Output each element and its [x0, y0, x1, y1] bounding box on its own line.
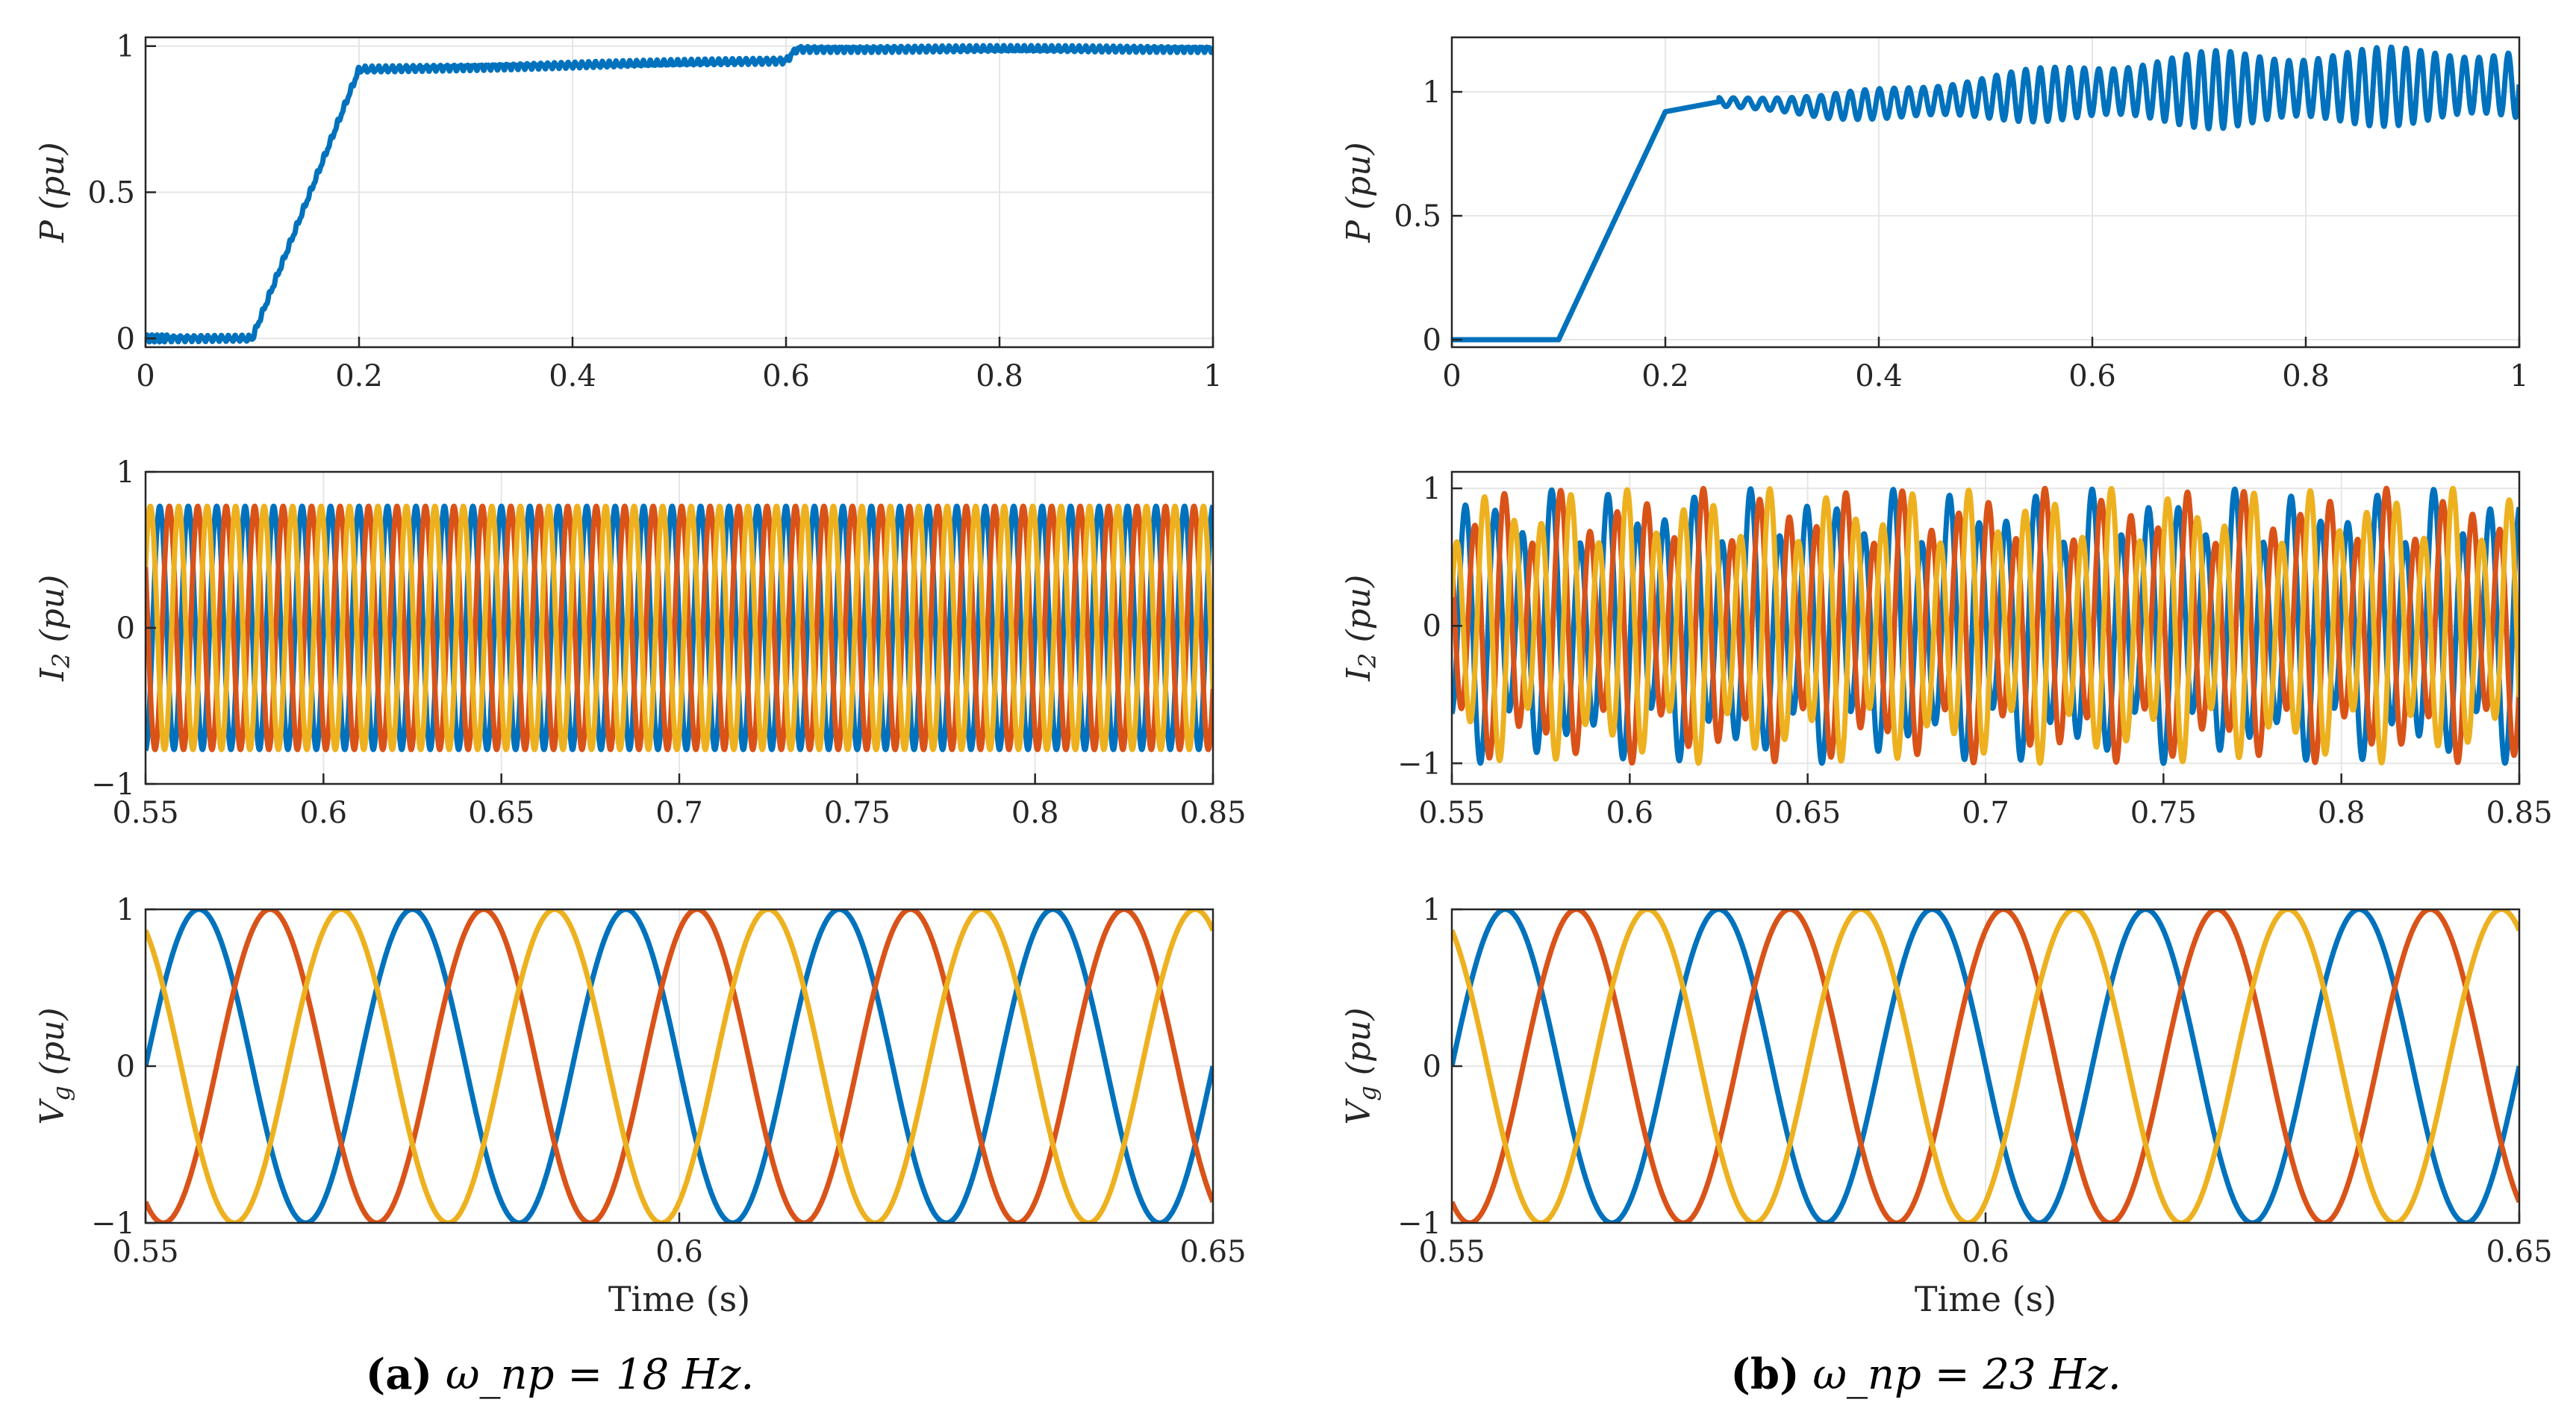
x-tick-label: 0.85 [1179, 796, 1246, 830]
x-tick-label: 0.7 [655, 796, 703, 830]
caption-a-text: ω_np = 18 Hz. [446, 1351, 754, 1399]
y-tick-label: 1 [1423, 75, 1441, 110]
y-axis-label: Vg (pu) [1340, 1007, 1382, 1124]
caption-b: (b) ω_np = 23 Hz. [1730, 1350, 2121, 1399]
x-tick-label: 0.85 [2486, 796, 2552, 830]
x-tick-label: 0.6 [1606, 796, 1654, 830]
y-tick-label: 1 [1423, 472, 1441, 506]
plot-area [146, 909, 1213, 1223]
chart-a-power: 0 0.2 0.4 0.6 0.8 1 0 0.5 1 P (pu) [34, 30, 1223, 393]
x-tick-label: 0.65 [1179, 1235, 1246, 1269]
x-tick-label: 1 [1203, 359, 1222, 393]
y-tick-label: 1 [116, 893, 135, 927]
x-tick-label: 0.4 [1855, 359, 1903, 393]
axes-frame [1450, 36, 2521, 349]
x-tick-label: 0.4 [549, 359, 596, 393]
series-phase-a [146, 909, 1213, 1223]
x-tick-label: 0.65 [2486, 1235, 2552, 1269]
x-tick-label: 0 [1442, 359, 1461, 393]
y-tick-label: 0 [1423, 323, 1441, 358]
y-tick-label: −1 [1397, 747, 1441, 781]
y-tick-label: 0.5 [1394, 199, 1441, 234]
series-phase-a [1452, 486, 2519, 766]
x-tick-label: 0.6 [1962, 1235, 2009, 1269]
plot-area [146, 503, 1213, 753]
svg-text:(b) ω_np = 23 Hz.: (b) ω_np = 23 Hz. [1730, 1350, 2121, 1399]
x-tick-label: 0.2 [335, 359, 383, 393]
y-tick-label: 0 [1423, 609, 1441, 644]
x-tick-label: 0.6 [300, 796, 348, 830]
y-tick-label: 1 [116, 455, 135, 490]
y-tick-label: 1 [116, 30, 135, 64]
x-axis-label: Time (s) [1915, 1279, 2056, 1319]
caption-a: (a) ω_np = 18 Hz. [366, 1350, 754, 1399]
x-tick-label: 0.8 [2282, 359, 2330, 393]
caption-a-letter: (a) [366, 1350, 432, 1399]
y-axis-label: P (pu) [34, 142, 72, 243]
x-tick-label: 0.55 [1418, 1235, 1485, 1269]
x-tick-label: 0.75 [2130, 796, 2197, 830]
y-tick-label: 0 [1423, 1050, 1441, 1084]
y-axis-label: I2 (pu) [34, 575, 75, 682]
y-tick-label: 0 [116, 611, 135, 646]
y-axis-label: I2 (pu) [1340, 575, 1382, 682]
svg-text:(a) ω_np = 18 Hz.: (a) ω_np = 18 Hz. [366, 1350, 754, 1399]
series-phase-c [146, 503, 1213, 753]
x-tick-label: 0.6 [2068, 359, 2116, 393]
series-phase-b [1452, 909, 2519, 1223]
x-tick-label: 0.65 [468, 796, 534, 830]
series-phase-c [146, 909, 1213, 1223]
series-phase-b [146, 503, 1213, 753]
series-phase-c [1452, 909, 2519, 1223]
y-tick-label: 0 [116, 1050, 135, 1084]
x-tick-label: 0.6 [762, 359, 810, 393]
y-tick-label: 0.5 [87, 176, 135, 211]
series-phase-b [146, 909, 1213, 1223]
x-tick-label: 0.7 [1962, 796, 2009, 830]
y-axis-label: P (pu) [1340, 142, 1378, 243]
chart-b-power: 0 0.2 0.4 0.6 0.8 1 0 0.5 1 P (pu) [1340, 36, 2529, 393]
x-tick-label: 0.2 [1641, 359, 1689, 393]
x-tick-label: 0.8 [976, 359, 1023, 393]
series-P [1452, 44, 2519, 343]
chart-b-current: 0.55 0.6 0.65 0.7 0.75 0.8 0.85 −1 0 1 I2 (pu) [1340, 470, 2553, 830]
x-tick-label: 0.65 [1774, 796, 1841, 830]
plot-area [146, 43, 1213, 345]
plot-area [1452, 909, 2519, 1223]
x-tick-label: 0.8 [2318, 796, 2366, 830]
chart-b-voltage: 0.55 0.6 0.65 −1 0 1 Vg (pu) Time (s) [1340, 893, 2553, 1319]
x-tick-label: 0.55 [1418, 796, 1485, 830]
x-tick-label: 0.55 [112, 796, 178, 830]
x-tick-label: 1 [2510, 359, 2528, 393]
series-phase-c [1452, 485, 2519, 766]
x-tick-label: 0.75 [824, 796, 891, 830]
series-phase-a [1452, 909, 2519, 1223]
caption-b-letter: (b) [1730, 1350, 1799, 1399]
caption-b-text: ω_np = 23 Hz. [1812, 1351, 2121, 1399]
y-tick-label: −1 [1397, 1207, 1441, 1241]
y-axis-label: Vg (pu) [34, 1007, 75, 1124]
series-phase-a [146, 503, 1213, 753]
y-tick-label: −1 [91, 768, 135, 802]
x-tick-label: 0.6 [655, 1235, 703, 1269]
chart-a-voltage: 0.55 0.6 0.65 −1 0 1 Vg (pu) Time (s) [34, 893, 1247, 1319]
series-P [146, 43, 1213, 345]
x-tick-label: 0.55 [112, 1235, 178, 1269]
x-axis-label: Time (s) [608, 1279, 750, 1319]
chart-a-current: 0.55 0.6 0.65 0.7 0.75 0.8 0.85 −1 0 1 I2 (pu) [34, 455, 1247, 830]
y-tick-label: −1 [91, 1207, 135, 1241]
x-tick-label: 0 [136, 359, 155, 393]
plot-area [1452, 485, 2519, 766]
plot-area [1452, 44, 2519, 343]
series-phase-b [1452, 485, 2519, 766]
x-tick-label: 0.8 [1011, 796, 1059, 830]
y-tick-label: 1 [1423, 893, 1441, 927]
y-tick-label: 0 [116, 322, 135, 356]
